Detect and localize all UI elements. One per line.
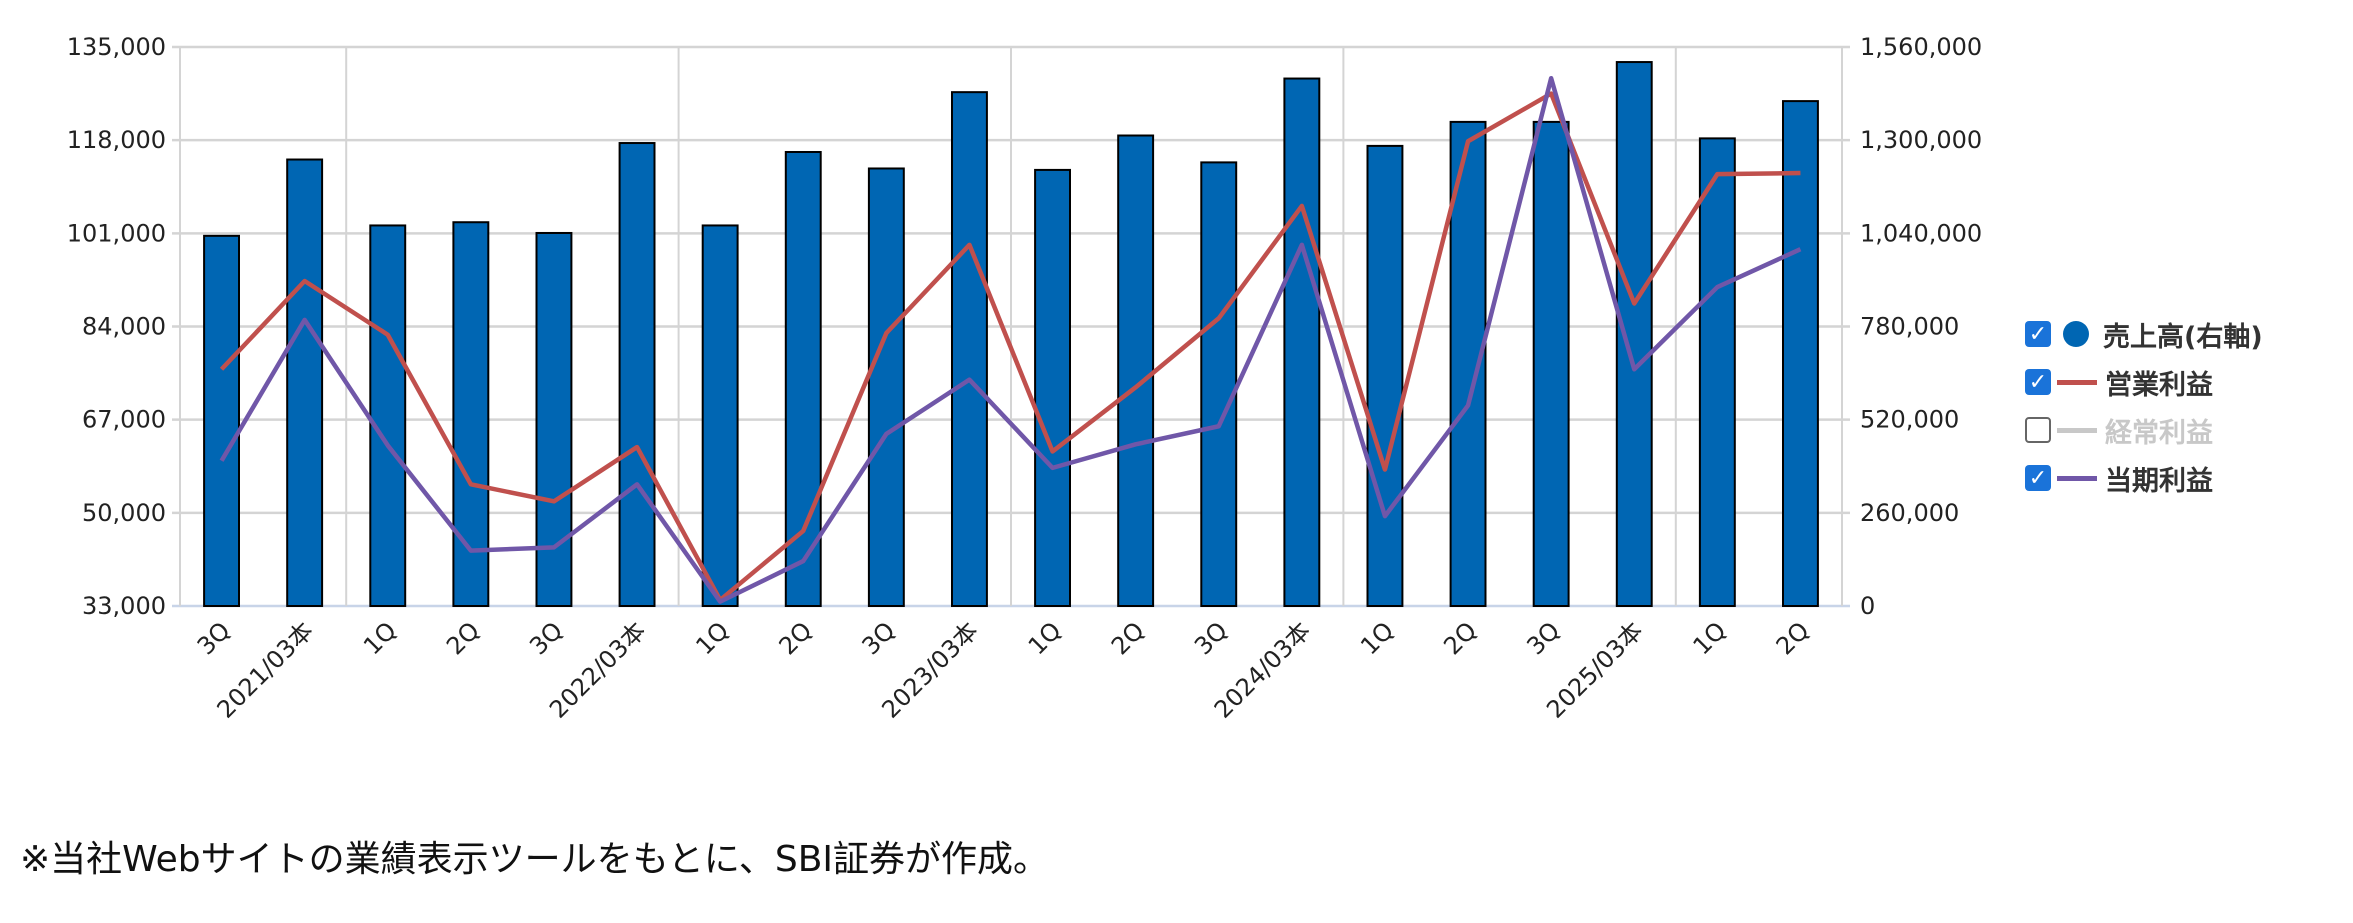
revenue-bar — [369, 224, 407, 607]
x-axis-label: 2Q — [1438, 616, 1482, 660]
revenue-bar — [1117, 134, 1155, 607]
legend-label: 経常利益 — [2105, 417, 2213, 449]
revenue-bar — [1532, 120, 1570, 608]
checkbox-unchecked-icon[interactable] — [2025, 417, 2051, 443]
revenue-bar — [452, 221, 490, 607]
x-axis-label: 1Q — [690, 616, 734, 660]
line-swatch-icon — [2057, 379, 2097, 385]
legend-label: 営業利益 — [2105, 369, 2213, 401]
right-axis-tick: 1,040,000 — [1860, 219, 1982, 247]
revenue-bar — [701, 224, 739, 607]
legend-label: 売上高(右軸) — [2103, 321, 2263, 353]
bar-swatch-icon — [2063, 321, 2089, 347]
footnote: ※当社Webサイトの業績表示ツールをもとに、SBI証券が作成。 — [20, 839, 1050, 880]
x-axis-label: 1Q — [1355, 616, 1399, 660]
revenue-bar — [1283, 77, 1321, 608]
revenue-bar — [535, 231, 573, 607]
x-axis-label: 1Q — [358, 616, 402, 660]
x-axis-label: 2Q — [1106, 616, 1150, 660]
left-axis-tick: 67,000 — [82, 406, 166, 434]
x-axis-label: 3Q — [1189, 616, 1233, 660]
right-axis-tick: 1,560,000 — [1860, 33, 1982, 61]
x-axis-label: 1Q — [1688, 616, 1732, 660]
x-axis-label: 2Q — [774, 616, 818, 660]
left-axis-tick: 33,000 — [82, 592, 166, 620]
right-axis-tick: 0 — [1860, 592, 1875, 620]
checkbox-checked-icon[interactable]: ✓ — [2025, 321, 2051, 347]
x-axis-label: 3Q — [1521, 616, 1565, 660]
chart: 33,000 0 50,000 260,000 67,000 520,000 84,000 7… — [67, 33, 1982, 724]
revenue-bar — [950, 91, 988, 607]
left-axis-tick: 135,000 — [67, 33, 166, 61]
left-axis-tick: 118,000 — [67, 126, 166, 154]
revenue-bar — [784, 150, 822, 607]
right-axis-tick: 260,000 — [1860, 499, 1959, 527]
legend-label: 当期利益 — [2105, 465, 2213, 497]
right-axis-tick: 1,300,000 — [1860, 126, 1982, 154]
series-line-3 — [219, 75, 1802, 604]
right-axis-tick: 520,000 — [1860, 406, 1959, 434]
line-swatch-icon — [2057, 475, 2097, 481]
legend-item-revenue[interactable]: ✓ 売上高(右軸) — [2025, 310, 2263, 358]
line-swatch-icon — [2057, 427, 2097, 433]
revenue-bar — [1781, 100, 1819, 607]
revenue-bar — [867, 167, 905, 607]
legend-item-net-profit[interactable]: ✓ 当期利益 — [2025, 454, 2263, 502]
left-axis-tick: 84,000 — [82, 313, 166, 341]
left-axis-tick: 101,000 — [67, 219, 166, 247]
checkbox-checked-icon[interactable]: ✓ — [2025, 465, 2051, 491]
revenue-bar — [1366, 144, 1404, 607]
legend: ✓ 売上高(右軸) ✓ 営業利益 経常利益 ✓ 当期利益 — [2025, 310, 2263, 502]
legend-item-ordinary-profit[interactable]: 経常利益 — [2025, 406, 2263, 454]
left-axis-tick: 50,000 — [82, 499, 166, 527]
revenue-bar — [286, 158, 324, 607]
x-axis-label: 3Q — [524, 616, 568, 660]
series-line-1 — [219, 91, 1801, 603]
x-axis-label: 2Q — [441, 616, 485, 660]
revenue-bar — [1698, 137, 1736, 607]
checkbox-checked-icon[interactable]: ✓ — [2025, 369, 2051, 395]
revenue-bar — [618, 142, 656, 608]
legend-item-operating-profit[interactable]: ✓ 営業利益 — [2025, 358, 2263, 406]
x-axis-label: 2Q — [1771, 616, 1815, 660]
x-axis-label: 1Q — [1023, 616, 1067, 660]
revenue-bar — [1200, 161, 1238, 607]
x-axis-label: 3Q — [192, 616, 236, 660]
revenue-bar — [1034, 168, 1072, 608]
right-axis-tick: 780,000 — [1860, 313, 1959, 341]
x-axis-label: 3Q — [857, 616, 901, 660]
revenue-bar — [203, 234, 241, 607]
